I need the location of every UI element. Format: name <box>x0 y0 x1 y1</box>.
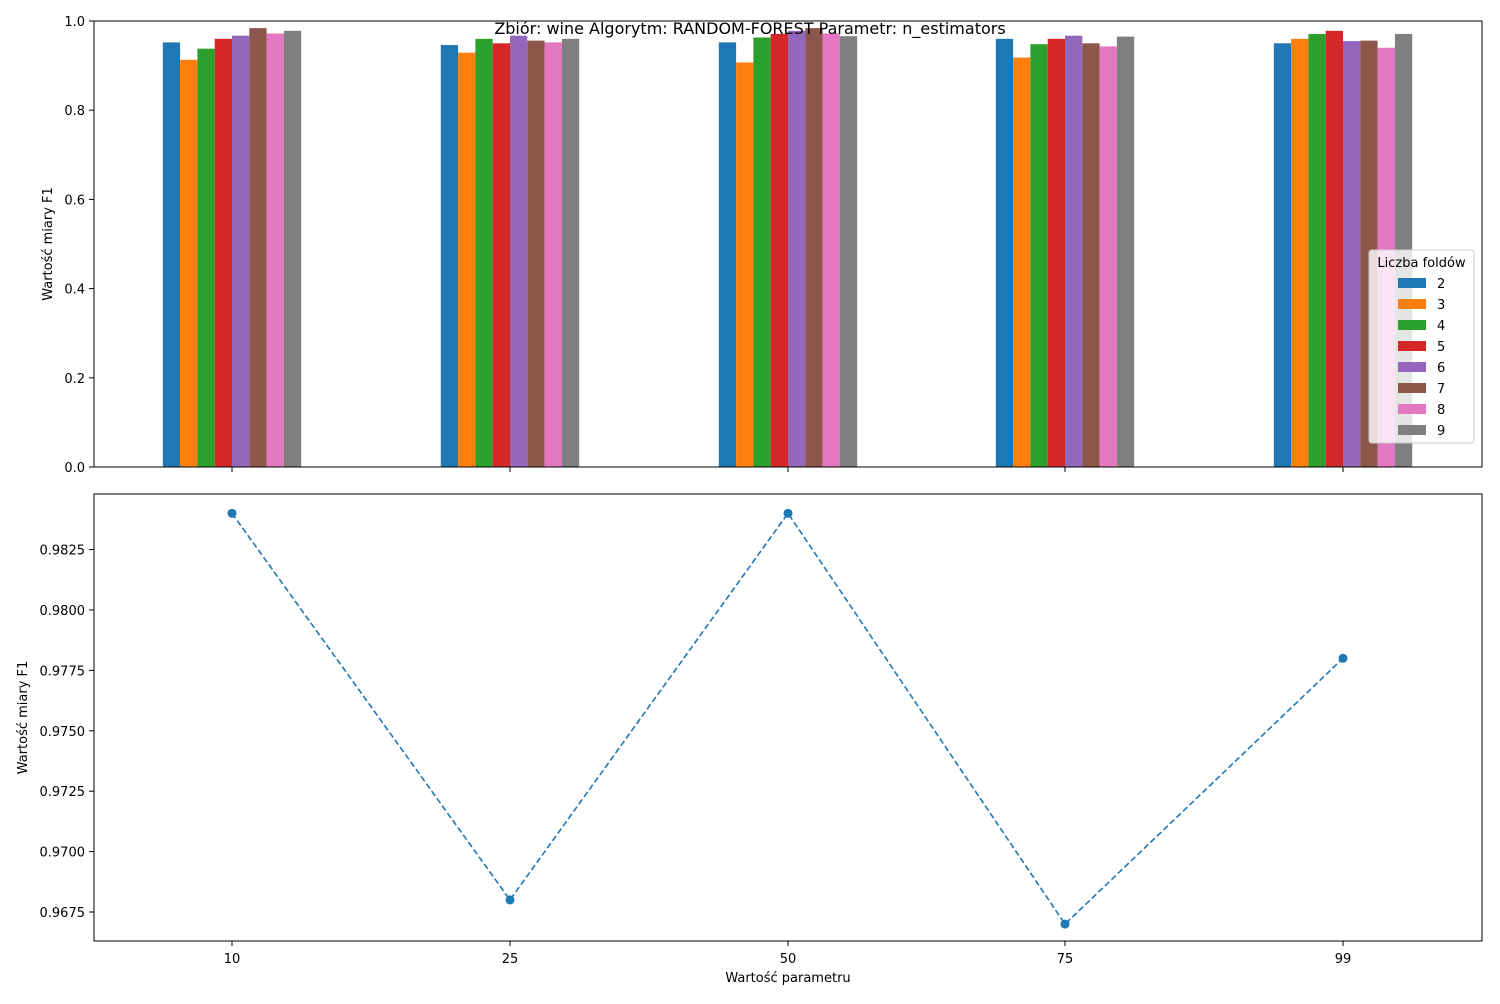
bar-4-25 <box>475 38 493 468</box>
legend-label-9: 9 <box>1437 424 1445 439</box>
bar-4-10 <box>197 48 215 467</box>
bar-4-99 <box>1308 33 1326 468</box>
legend-swatch-5 <box>1398 341 1426 351</box>
x-tick-label-25: 25 <box>502 952 519 967</box>
bar-3-75 <box>1013 57 1031 468</box>
bar-2-25 <box>440 45 459 468</box>
bar-3-25 <box>458 52 476 467</box>
x-tick-label-75: 75 <box>1057 952 1074 967</box>
f1-point-99 <box>1338 653 1348 663</box>
legend-label-7: 7 <box>1437 382 1445 397</box>
bar-8-25 <box>544 42 562 468</box>
bar-7-25 <box>527 40 545 468</box>
bar-5-50 <box>770 33 788 468</box>
bar-9-25 <box>561 38 580 468</box>
legend-label-5: 5 <box>1437 340 1445 355</box>
f1-point-75 <box>1060 919 1070 929</box>
bar-4-75 <box>1030 44 1048 467</box>
bar-6-99 <box>1343 41 1361 467</box>
top-y-tick-label: 1.0 <box>64 15 85 30</box>
bottom-y-axis-label: Wartość miary F1 <box>16 661 31 775</box>
top-y-tick-label: 0.2 <box>64 372 85 387</box>
bar-7-75 <box>1082 43 1100 468</box>
bar-2-75 <box>995 38 1014 468</box>
legend-label-6: 6 <box>1437 361 1445 376</box>
legend-label-8: 8 <box>1437 403 1445 418</box>
bar-6-25 <box>510 35 528 468</box>
bottom-y-tick-label: 0.9725 <box>40 785 86 800</box>
bar-5-75 <box>1047 38 1065 468</box>
bar-3-99 <box>1291 38 1309 468</box>
bar-3-50 <box>736 62 754 468</box>
bar-9-50 <box>839 36 858 467</box>
bar-2-99 <box>1273 43 1292 468</box>
bar-7-10 <box>249 28 267 468</box>
legend-swatch-7 <box>1398 383 1426 393</box>
bar-8-75 <box>1099 46 1117 468</box>
bottom-y-tick-label: 0.9800 <box>40 604 86 619</box>
bar-6-10 <box>232 35 250 468</box>
bottom-y-tick-label: 0.9675 <box>40 906 86 921</box>
bar-5-99 <box>1325 30 1343 467</box>
bar-4-50 <box>753 37 771 467</box>
bar-7-50 <box>805 28 823 468</box>
bar-8-50 <box>822 33 840 467</box>
f1-point-25 <box>505 895 515 905</box>
top-y-tick-label: 0.8 <box>64 104 85 119</box>
legend-label-2: 2 <box>1437 277 1445 292</box>
bar-5-10 <box>214 38 232 468</box>
top-y-tick-label: 0.6 <box>64 193 85 208</box>
legend-swatch-4 <box>1398 320 1426 330</box>
legend-swatch-2 <box>1398 278 1426 288</box>
bar-8-10 <box>266 33 284 467</box>
x-tick-label-10: 10 <box>224 952 241 967</box>
bar-3-10 <box>180 59 198 467</box>
bottom-plot-frame <box>93 493 1483 942</box>
bar-6-50 <box>788 30 806 467</box>
f1-point-50 <box>783 508 793 518</box>
legend-swatch-3 <box>1398 299 1426 309</box>
bar-2-10 <box>162 42 181 468</box>
top-y-tick-label: 0.0 <box>64 461 85 476</box>
bottom-y-tick-label: 0.9700 <box>40 846 86 861</box>
bar-6-75 <box>1065 35 1083 468</box>
legend-title: Liczba foldów <box>1377 256 1466 271</box>
bar-9-10 <box>283 30 302 467</box>
bar-5-25 <box>492 43 510 468</box>
legend-label-3: 3 <box>1437 298 1445 313</box>
bar-9-75 <box>1116 36 1135 468</box>
bar-2-50 <box>718 42 737 468</box>
legend-label-4: 4 <box>1437 319 1445 334</box>
top-y-tick-label: 0.4 <box>64 283 85 298</box>
bottom-y-tick-label: 0.9825 <box>40 544 86 559</box>
bottom-y-tick-label: 0.9775 <box>40 664 86 679</box>
legend-swatch-6 <box>1398 362 1426 372</box>
x-axis-label: Wartość parametru <box>725 971 850 986</box>
f1-point-10 <box>227 508 237 518</box>
bottom-y-tick-label: 0.9750 <box>40 725 86 740</box>
x-tick-label-99: 99 <box>1335 952 1352 967</box>
top-y-axis-label: Wartość miary F1 <box>41 187 56 301</box>
legend-swatch-8 <box>1398 404 1426 414</box>
legend-swatch-9 <box>1398 425 1426 435</box>
x-tick-label-50: 50 <box>780 952 797 967</box>
f1-line-series <box>231 511 1344 926</box>
